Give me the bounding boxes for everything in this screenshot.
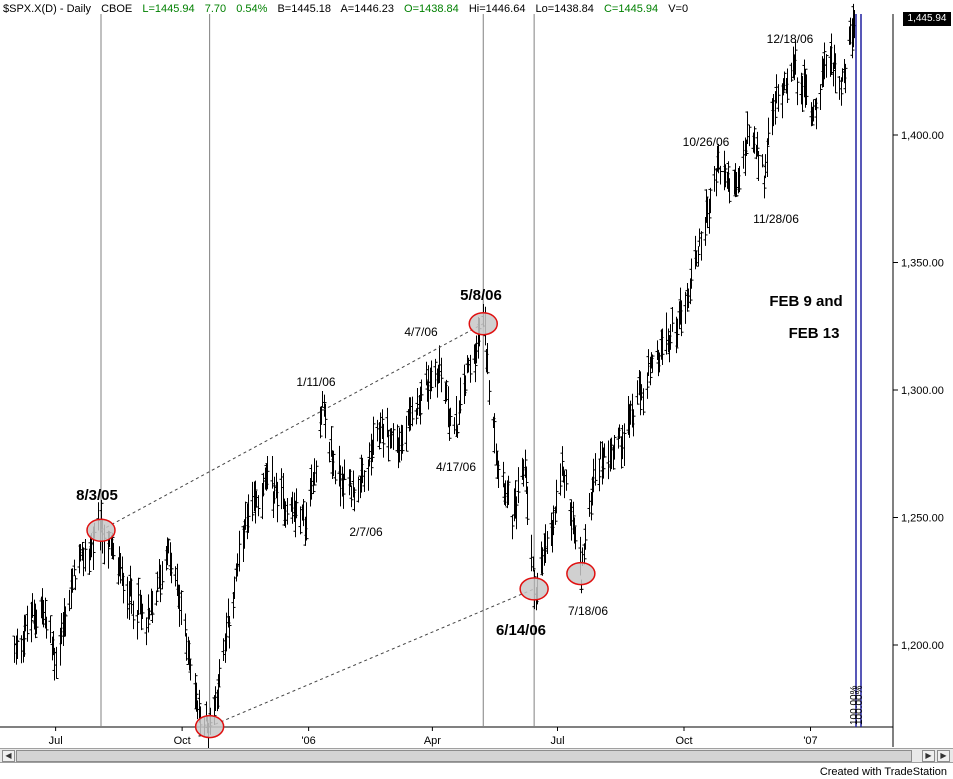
quote-header: $SPX.X(D) - Daily CBOE L=1445.94 7.70 0.… <box>3 3 695 15</box>
horizontal-scrollbar[interactable]: ◀ ▶ ▶ <box>0 748 953 763</box>
chart-annotation: 8/3/05 <box>76 487 118 504</box>
upper-channel-line <box>100 323 484 531</box>
y-tick-label: 1,200.00 <box>901 640 944 652</box>
low-ellipse <box>519 577 549 601</box>
x-tick-label: Oct <box>174 735 191 747</box>
chart-annotation: 10/26/06 <box>683 135 730 149</box>
y-tick-label: 1,400.00 <box>901 130 944 142</box>
y-tick-label: 1,300.00 <box>901 385 944 397</box>
symbol-label: $SPX.X(D) - Daily <box>3 3 92 15</box>
x-tick-label: Oct <box>675 735 692 747</box>
chart-annotation: FEB 13 <box>789 325 840 342</box>
chart-annotation: 4/7/06 <box>404 325 438 339</box>
last-price: L=1445.94 <box>142 3 195 15</box>
chart-annotation: 11/28/06 <box>753 212 799 226</box>
exchange-label: CBOE <box>101 3 133 15</box>
x-tick-label: '06 <box>301 735 315 747</box>
bid-price: B=1445.18 <box>277 3 331 15</box>
chart-annotation: 7/18/06 <box>568 604 608 618</box>
x-tick-label: Jul <box>49 735 63 747</box>
high-ellipse <box>468 311 498 336</box>
last-price-marker: 1,445.94 <box>903 12 951 26</box>
scroll-left-icon[interactable]: ◀ <box>2 750 15 762</box>
low-price: Lo=1438.84 <box>535 3 594 15</box>
scroll-end-icon[interactable]: ▶ <box>937 750 950 762</box>
footer-credit: Created with TradeStation <box>819 766 947 778</box>
lower-channel-line <box>209 588 535 728</box>
y-tick-label: 1,250.00 <box>901 513 944 525</box>
close-price: C=1445.94 <box>603 3 659 15</box>
low-ellipse <box>566 561 596 586</box>
scroll-thumb[interactable] <box>16 750 912 762</box>
vertical-line-label: 100.00% <box>854 685 865 725</box>
chart-annotation: 4/17/06 <box>436 460 476 474</box>
high-price: Hi=1446.64 <box>468 3 526 15</box>
y-tick-label: 1,350.00 <box>901 258 944 270</box>
change-value: 7.70 <box>204 3 227 15</box>
x-tick-label: '07 <box>803 735 817 747</box>
chart-annotation: 6/14/06 <box>496 622 546 639</box>
chart-annotation: 5/8/06 <box>460 287 502 304</box>
scroll-right-icon[interactable]: ▶ <box>922 750 935 762</box>
x-tick-label: Jul <box>550 735 564 747</box>
high-ellipse <box>86 518 116 542</box>
vertical-line-label: 100.00% <box>849 685 860 725</box>
low-ellipse <box>194 714 225 739</box>
chart-annotation: 2/7/06 <box>349 525 383 539</box>
chart-annotation: 1/11/06 <box>296 375 335 389</box>
ask-price: A=1446.23 <box>340 3 394 15</box>
chart-annotation: 12/18/06 <box>767 32 814 46</box>
chart-annotation: FEB 9 and <box>769 293 842 310</box>
price-chart[interactable]: 1,200.00 1,250.00 1,300.00 1,350.00 1,400.00… <box>0 0 953 748</box>
change-percent: 0.54% <box>236 3 268 15</box>
x-tick-label: Apr <box>424 735 441 747</box>
price-bars <box>12 3 856 748</box>
open-price: O=1438.84 <box>404 3 459 15</box>
volume-value: V=0 <box>668 3 689 15</box>
